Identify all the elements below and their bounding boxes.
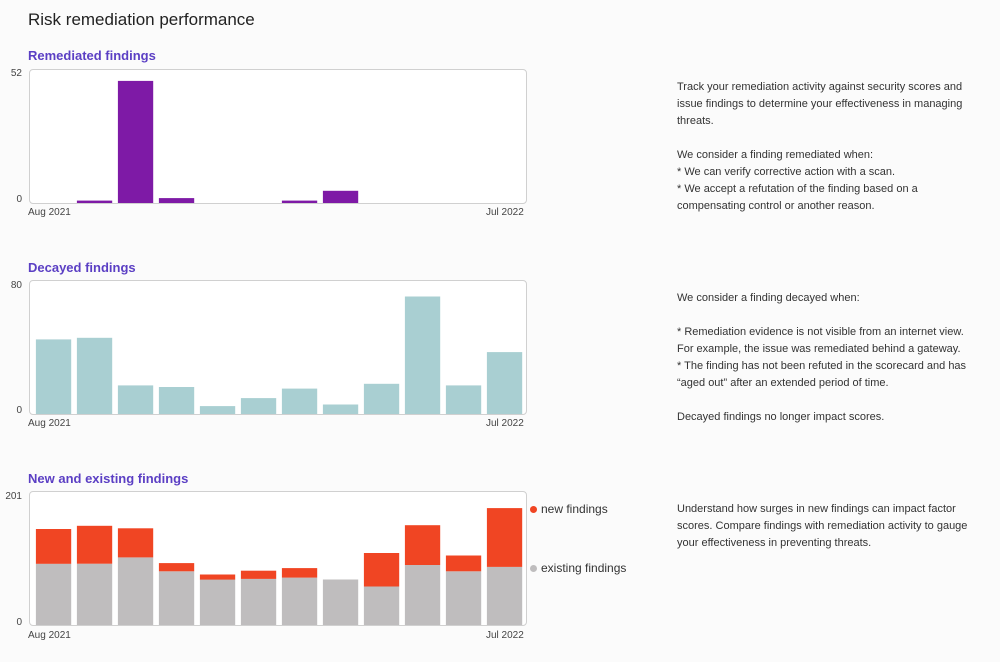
xtick-new-existing-start: Aug 2021 xyxy=(28,630,71,641)
bar-existing-findings-aug-2021 xyxy=(35,563,72,625)
xtick-decayed-start: Aug 2021 xyxy=(28,418,71,429)
description-line: We consider a finding remediated when: xyxy=(677,149,874,161)
remediated-description: Track your remediation activity against … xyxy=(677,79,982,215)
bar-nov-2021 xyxy=(158,387,195,414)
paragraph-gap xyxy=(677,130,982,147)
bar-existing-findings-may-2022 xyxy=(404,565,441,625)
decayed-description: We consider a finding decayed when: * Rem… xyxy=(677,290,982,426)
page-title: Risk remediation performance xyxy=(28,10,255,29)
bar-nov-2021 xyxy=(158,198,195,203)
legend-label-new: new findings xyxy=(541,502,608,516)
bar-existing-findings-dec-2021 xyxy=(199,579,236,625)
description-line: * Remediation evidence is not visible fr… xyxy=(677,326,964,355)
bar-existing-findings-jan-2022 xyxy=(240,578,277,625)
xtick-new-existing-end: Jul 2022 xyxy=(486,630,524,641)
bar-existing-findings-jul-2022 xyxy=(486,566,523,625)
remediated-chart xyxy=(29,69,527,204)
bar-existing-findings-sep-2021 xyxy=(76,563,113,625)
bar-aug-2021 xyxy=(35,339,72,414)
bar-existing-findings-nov-2021 xyxy=(158,571,195,625)
new-existing-chart xyxy=(29,491,527,626)
bar-feb-2022 xyxy=(281,200,318,203)
bar-existing-findings-oct-2021 xyxy=(117,557,154,625)
section-title-decayed: Decayed findings xyxy=(28,260,136,275)
bar-sep-2021 xyxy=(76,200,113,203)
bar-existing-findings-jun-2022 xyxy=(445,571,482,625)
bar-existing-findings-feb-2022 xyxy=(281,577,318,625)
legend-new-findings: new findings xyxy=(530,502,608,516)
bar-new-findings-apr-2022 xyxy=(363,553,400,587)
ytick-remediated-min: 0 xyxy=(16,194,22,205)
decayed-chart xyxy=(29,280,527,415)
ytick-decayed-min: 0 xyxy=(16,405,22,416)
bar-new-findings-jun-2022 xyxy=(445,555,482,572)
bar-new-findings-oct-2021 xyxy=(117,528,154,558)
bar-new-findings-dec-2021 xyxy=(199,574,236,580)
legend-dot-new-icon xyxy=(530,505,537,513)
bar-existing-findings-mar-2022 xyxy=(322,579,359,625)
description-line: Track your remediation activity against … xyxy=(677,81,963,127)
xtick-decayed-end: Jul 2022 xyxy=(486,418,524,429)
section-title-remediated: Remediated findings xyxy=(28,48,156,63)
ytick-decayed-max: 80 xyxy=(10,280,22,291)
bar-apr-2022 xyxy=(363,383,400,414)
new-existing-chart-svg xyxy=(35,508,523,625)
ytick-new-existing-min: 0 xyxy=(16,617,22,628)
bar-existing-findings-apr-2022 xyxy=(363,586,400,625)
bar-dec-2021 xyxy=(199,406,236,414)
bar-may-2022 xyxy=(404,296,441,414)
paragraph-gap xyxy=(677,392,982,409)
legend-existing-findings: existing findings xyxy=(530,561,626,575)
bar-new-findings-nov-2021 xyxy=(158,563,195,572)
description-line: * We can verify corrective action with a… xyxy=(677,166,896,178)
decayed-chart-svg xyxy=(35,296,523,414)
legend-dot-existing-icon xyxy=(530,564,537,572)
bar-jun-2022 xyxy=(445,385,482,414)
bar-new-findings-aug-2021 xyxy=(35,529,72,564)
bar-new-findings-jan-2022 xyxy=(240,570,277,579)
bar-oct-2021 xyxy=(117,80,154,203)
bar-jul-2022 xyxy=(486,352,523,414)
new-existing-description: Understand how surges in new findings ca… xyxy=(677,501,982,552)
bar-new-findings-jul-2022 xyxy=(486,508,523,567)
bar-mar-2022 xyxy=(322,404,359,414)
bar-mar-2022 xyxy=(322,190,359,203)
bar-oct-2021 xyxy=(117,385,154,414)
bar-new-findings-may-2022 xyxy=(404,525,441,565)
bar-feb-2022 xyxy=(281,388,318,414)
ytick-new-existing-max: 201 xyxy=(5,491,22,502)
xtick-remediated-end: Jul 2022 xyxy=(486,207,524,218)
description-line: We consider a finding decayed when: xyxy=(677,292,860,304)
description-line: Decayed findings no longer impact scores… xyxy=(677,411,885,423)
bar-jan-2022 xyxy=(240,398,277,414)
ytick-remediated-max: 52 xyxy=(10,68,22,79)
description-line: * The finding has not been refuted in th… xyxy=(677,360,967,389)
bar-sep-2021 xyxy=(76,337,113,414)
description-line: Understand how surges in new findings ca… xyxy=(677,503,968,549)
remediated-chart-svg xyxy=(76,80,359,203)
bar-new-findings-feb-2022 xyxy=(281,568,318,578)
xtick-remediated-start: Aug 2021 xyxy=(28,207,71,218)
section-title-new-existing: New and existing findings xyxy=(28,471,189,486)
paragraph-gap xyxy=(677,307,982,324)
description-line: * We accept a refutation of the finding … xyxy=(677,183,918,212)
legend-label-existing: existing findings xyxy=(541,561,627,575)
bar-new-findings-sep-2021 xyxy=(76,525,113,564)
